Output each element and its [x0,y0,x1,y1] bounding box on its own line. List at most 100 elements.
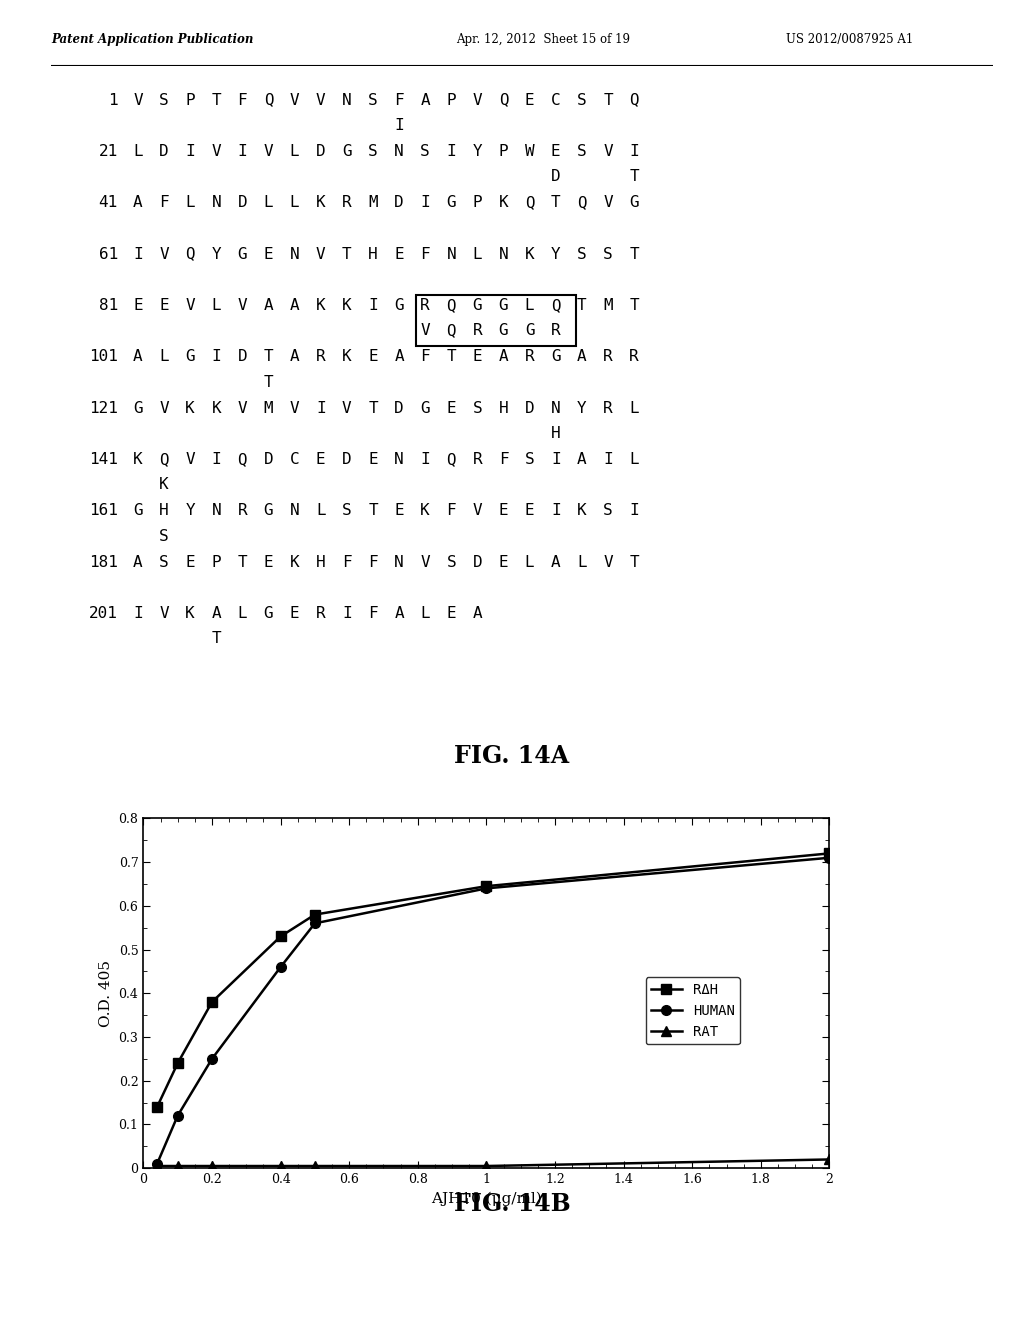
Line: HUMAN: HUMAN [153,853,835,1168]
Text: G: G [499,323,508,338]
Text: Q: Q [629,92,639,108]
Text: 101: 101 [89,350,118,364]
Text: A: A [472,606,482,620]
Text: S: S [160,554,169,569]
Text: V: V [472,503,482,519]
Text: D: D [238,195,247,210]
Text: FIG. 14B: FIG. 14B [454,1192,570,1216]
HUMAN [172,1107,184,1123]
Text: C: C [290,451,299,467]
Text: I: I [551,451,560,467]
Text: A: A [290,298,299,313]
Text: V: V [264,144,273,158]
Text: S: S [578,92,587,108]
Text: E: E [369,451,378,467]
Text: C: C [551,92,560,108]
Text: G: G [185,350,195,364]
Text: I: I [212,451,221,467]
Text: R: R [603,400,612,416]
Text: R: R [472,451,482,467]
Text: A: A [212,606,221,620]
Text: L: L [212,298,221,313]
Text: L: L [629,451,639,467]
Text: H: H [315,554,326,569]
Text: L: L [290,195,299,210]
Text: M: M [264,400,273,416]
Text: I: I [185,144,195,158]
Text: N: N [446,247,456,261]
Text: G: G [499,298,508,313]
Text: F: F [160,195,169,210]
Text: I: I [629,144,639,158]
Text: E: E [524,92,535,108]
Text: V: V [160,606,169,620]
Text: V: V [472,92,482,108]
HUMAN [309,916,322,932]
Text: P: P [185,92,195,108]
Text: V: V [185,298,195,313]
Text: L: L [315,503,326,519]
Text: G: G [629,195,639,210]
Text: V: V [420,554,430,569]
Text: E: E [290,606,299,620]
Text: E: E [264,554,273,569]
Text: A: A [133,195,142,210]
Text: 161: 161 [89,503,118,519]
Text: K: K [160,478,169,492]
RΔH [480,878,493,894]
Text: FIG. 14A: FIG. 14A [455,743,569,768]
Text: G: G [420,400,430,416]
Text: T: T [629,169,639,185]
Text: A: A [133,350,142,364]
Text: T: T [551,195,560,210]
Text: I: I [133,606,142,620]
Text: S: S [578,247,587,261]
Text: K: K [524,247,535,261]
Text: A: A [499,350,508,364]
Text: Y: Y [551,247,560,261]
Text: V: V [290,400,299,416]
Text: T: T [629,554,639,569]
Text: A: A [578,451,587,467]
Text: K: K [185,606,195,620]
Text: F: F [394,92,403,108]
HUMAN [206,1051,218,1067]
Text: L: L [133,144,142,158]
Text: V: V [420,323,430,338]
Text: T: T [629,247,639,261]
Text: V: V [603,195,612,210]
Text: D: D [264,451,273,467]
Text: S: S [369,92,378,108]
Text: R: R [629,350,639,364]
X-axis label: AJH10 (μg/ml): AJH10 (μg/ml) [431,1192,542,1206]
Text: T: T [342,247,351,261]
Text: N: N [290,503,299,519]
Text: Q: Q [160,451,169,467]
RAT [309,1158,322,1173]
Text: A: A [551,554,560,569]
Text: S: S [160,92,169,108]
Text: I: I [629,503,639,519]
Text: D: D [160,144,169,158]
Text: S: S [446,554,456,569]
Text: Y: Y [472,144,482,158]
Text: T: T [446,350,456,364]
Text: Y: Y [212,247,221,261]
Text: N: N [499,247,508,261]
Text: D: D [551,169,560,185]
Text: G: G [133,400,142,416]
Text: Q: Q [264,92,273,108]
Text: 121: 121 [89,400,118,416]
Text: N: N [394,554,403,569]
Text: E: E [446,400,456,416]
Text: 141: 141 [89,451,118,467]
Text: G: G [472,298,482,313]
Text: E: E [499,554,508,569]
Text: I: I [420,195,430,210]
RΔH [206,994,218,1010]
Text: S: S [603,503,612,519]
Text: E: E [499,503,508,519]
Text: D: D [394,195,403,210]
Text: V: V [315,247,326,261]
Text: Q: Q [238,451,247,467]
